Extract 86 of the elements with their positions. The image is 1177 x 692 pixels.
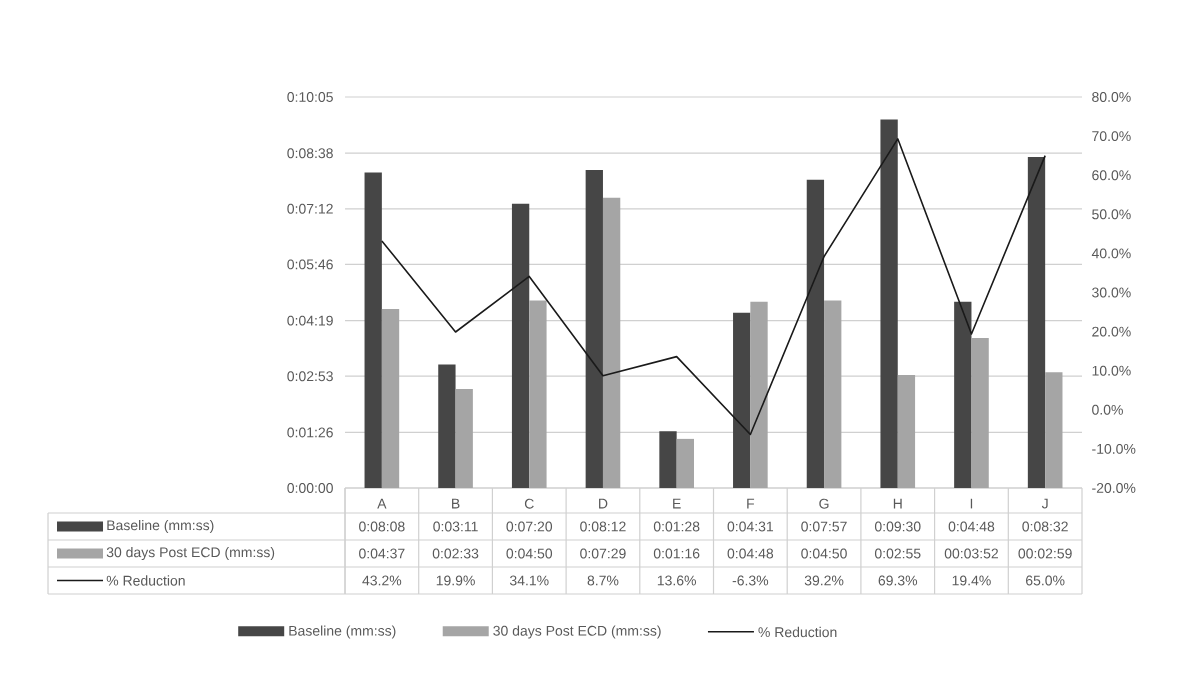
data-label: 0:04:48 — [948, 521, 995, 532]
data-label: 0:08:08 — [359, 521, 405, 532]
y2-tick-label: 80.0% — [1092, 92, 1131, 102]
y2-tick-label: -10.0% — [1092, 443, 1136, 454]
y-tick-label: 0:07:12 — [287, 203, 333, 214]
data-label: 0:03:11 — [433, 521, 478, 532]
data-label: 00:02:59 — [1018, 548, 1072, 559]
x-tick-label: E — [673, 498, 681, 509]
data-label: 0:09:30 — [874, 521, 921, 532]
bar — [733, 312, 751, 488]
data-label: 0:07:57 — [801, 521, 847, 532]
data-label: 19.9% — [436, 575, 475, 586]
y2-tick-label: 20.0% — [1092, 326, 1131, 337]
bar — [364, 172, 382, 488]
bar — [529, 300, 547, 488]
bar — [880, 119, 898, 488]
data-label: 0:02:33 — [432, 548, 479, 559]
bar — [1045, 372, 1063, 488]
bar — [676, 438, 694, 488]
y-tick-label: 0:04:19 — [287, 315, 333, 326]
data-label: 0:04:48 — [727, 548, 774, 559]
y-tick-label: 0:08:38 — [287, 148, 333, 159]
data-label: 0:08:32 — [1022, 521, 1068, 532]
y2-tick-label: 70.0% — [1092, 131, 1131, 142]
data-label: 0:01:28 — [653, 521, 700, 532]
data-label: 00:03:52 — [944, 548, 998, 559]
data-label: 39.2% — [804, 575, 844, 586]
data-label: 0:02:55 — [874, 548, 921, 559]
bar — [381, 308, 400, 488]
data-label: 0:04:37 — [359, 548, 405, 559]
data-label: 0:07:20 — [506, 521, 553, 532]
x-tick-label: G — [819, 498, 829, 509]
bar — [585, 170, 603, 488]
y-tick-label: 0:00:00 — [287, 483, 333, 493]
bar — [750, 301, 768, 488]
data-label: 0:04:31 — [727, 521, 774, 532]
x-tick-label: A — [377, 498, 387, 509]
text: 30 days Post ECD (mm:ss) — [493, 625, 661, 639]
y2-tick-label: 50.0% — [1092, 209, 1131, 220]
data-label: 0:01:16 — [653, 548, 700, 559]
y2-tick-label: 10.0% — [1092, 365, 1131, 376]
line-series — [381, 138, 1046, 436]
data-label: 0:04:50 — [506, 548, 553, 559]
data-label: 19.4% — [952, 575, 991, 586]
data-label: 43.2% — [362, 575, 402, 586]
bar — [806, 179, 825, 488]
x-tick-label: B — [452, 498, 460, 509]
y2-tick-label: 30.0% — [1092, 287, 1131, 298]
bar — [455, 389, 473, 488]
data-label: 65.0% — [1026, 575, 1065, 586]
legend-label: Baseline (mm:ss) — [289, 625, 396, 639]
x-tick-label: F — [747, 498, 755, 509]
bar — [824, 300, 842, 488]
bar — [438, 364, 456, 488]
legend-label: 30 days Post ECD (mm:ss) — [106, 546, 275, 561]
x-tick-label: I — [970, 498, 973, 509]
y2-tick-label: 60.0% — [1092, 170, 1131, 181]
bar — [971, 338, 989, 488]
text: % Reduction — [106, 575, 185, 586]
bar — [897, 374, 916, 488]
y2-tick-label: 40.0% — [1091, 248, 1131, 259]
data-label: 0:07:29 — [580, 548, 626, 559]
bar — [602, 197, 621, 488]
x-tick-label: J — [1041, 498, 1048, 509]
bar — [1027, 157, 1046, 488]
data-label: 13.6% — [657, 575, 696, 586]
data-label: 0:04:50 — [801, 548, 847, 559]
data-label: 34.1% — [509, 575, 549, 586]
x-tick-label: H — [893, 498, 902, 509]
y2-tick-label: 0.0% — [1092, 404, 1123, 415]
text: Baseline (mm:ss) — [107, 519, 214, 534]
x-tick-label: D — [599, 498, 608, 509]
data-label: 69.3% — [878, 575, 918, 586]
y-tick-label: 0:01:26 — [287, 427, 333, 438]
y-tick-label: 0:05:46 — [287, 259, 333, 270]
bar — [954, 301, 972, 488]
data-label: 8.7% — [587, 575, 619, 586]
y-tick-label: 0:02:53 — [287, 371, 333, 382]
y2-tick-label: -20.0% — [1092, 483, 1136, 493]
data-label: 0:08:12 — [580, 521, 626, 532]
legend-label: % Reduction — [758, 626, 837, 638]
bar — [511, 203, 530, 488]
data-label: -6.3% — [732, 575, 769, 586]
y-tick-label: 0:10:05 — [287, 92, 333, 102]
bar — [659, 431, 677, 488]
x-tick-label: C — [524, 498, 534, 509]
